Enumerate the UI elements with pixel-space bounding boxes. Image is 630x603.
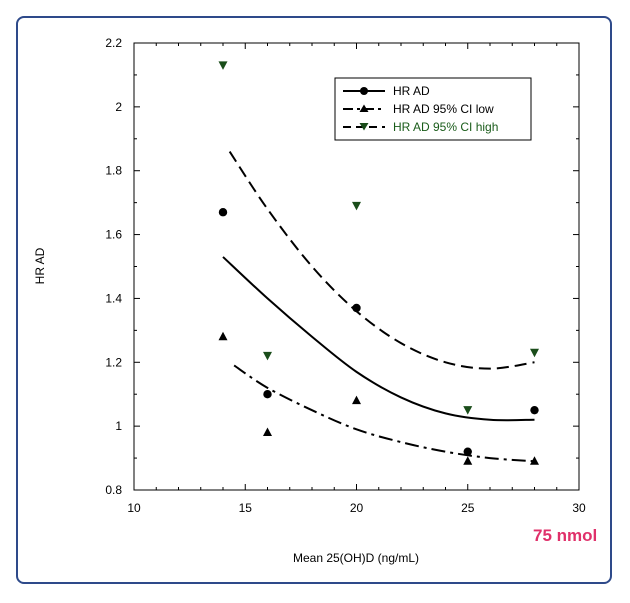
legend-marker-ci-low: [359, 104, 369, 112]
marker-ci-low: [463, 456, 473, 465]
curve-ci-low: [233, 364, 535, 463]
y-tick-label: 1.6: [105, 228, 122, 242]
y-tick-label: 0.8: [105, 483, 122, 497]
y-tick-label: 1.4: [105, 291, 122, 305]
legend-box: [334, 77, 532, 141]
legend-label-ci-high: HR AD 95% CI high: [393, 120, 498, 134]
marker-ci-high: [352, 201, 361, 211]
y-axis-label: HR AD: [33, 247, 47, 284]
fit-curves: [222, 151, 535, 463]
y-tick-label: 2: [115, 100, 122, 114]
x-axis: 10 15 20 25 30: [127, 43, 586, 515]
x-tick-label: 20: [350, 501, 364, 515]
curve-ci-high: [228, 151, 535, 370]
y-tick-label: 1.8: [105, 164, 122, 178]
x-tick-label: 10: [127, 501, 141, 515]
marker-ci-low: [263, 427, 272, 437]
legend-marker-ci-high: [359, 123, 369, 131]
data-markers: [218, 61, 539, 465]
legend-label-hrad: HR AD: [393, 84, 430, 98]
marker-ci-low: [218, 331, 228, 341]
y-tick-label: 2.2: [105, 36, 122, 50]
marker-ci-low: [530, 456, 539, 465]
marker-ci-high: [463, 406, 473, 415]
marker-hrad: [530, 405, 539, 415]
marker-ci-high: [218, 61, 228, 70]
marker-hrad: [352, 303, 361, 313]
y-tick-label: 1: [115, 419, 122, 433]
marker-hrad: [218, 208, 228, 217]
x-axis-label: Mean 25(OH)D (ng/mL): [293, 551, 419, 565]
curve-hrad: [222, 256, 535, 422]
marker-ci-high: [530, 348, 539, 358]
marker-ci-low: [352, 395, 361, 405]
marker-hrad: [263, 390, 272, 399]
x-tick-label: 30: [572, 501, 586, 515]
legend-marker-hrad: [360, 87, 368, 95]
annotation-75-nmol: 75 nmol: [533, 526, 598, 545]
y-axis: 0.8 1 1.2 1.4 1.6 1.8 2 2.2: [105, 36, 579, 497]
x-tick-label: 25: [461, 501, 475, 515]
marker-hrad: [463, 447, 472, 456]
y-tick-label: 1.2: [105, 355, 122, 369]
marker-ci-high: [263, 351, 272, 361]
x-tick-label: 15: [239, 501, 253, 515]
legend: HR AD HR AD 95% CI low HR AD 95% CI high: [334, 77, 532, 141]
legend-label-ci-low: HR AD 95% CI low: [393, 102, 494, 116]
